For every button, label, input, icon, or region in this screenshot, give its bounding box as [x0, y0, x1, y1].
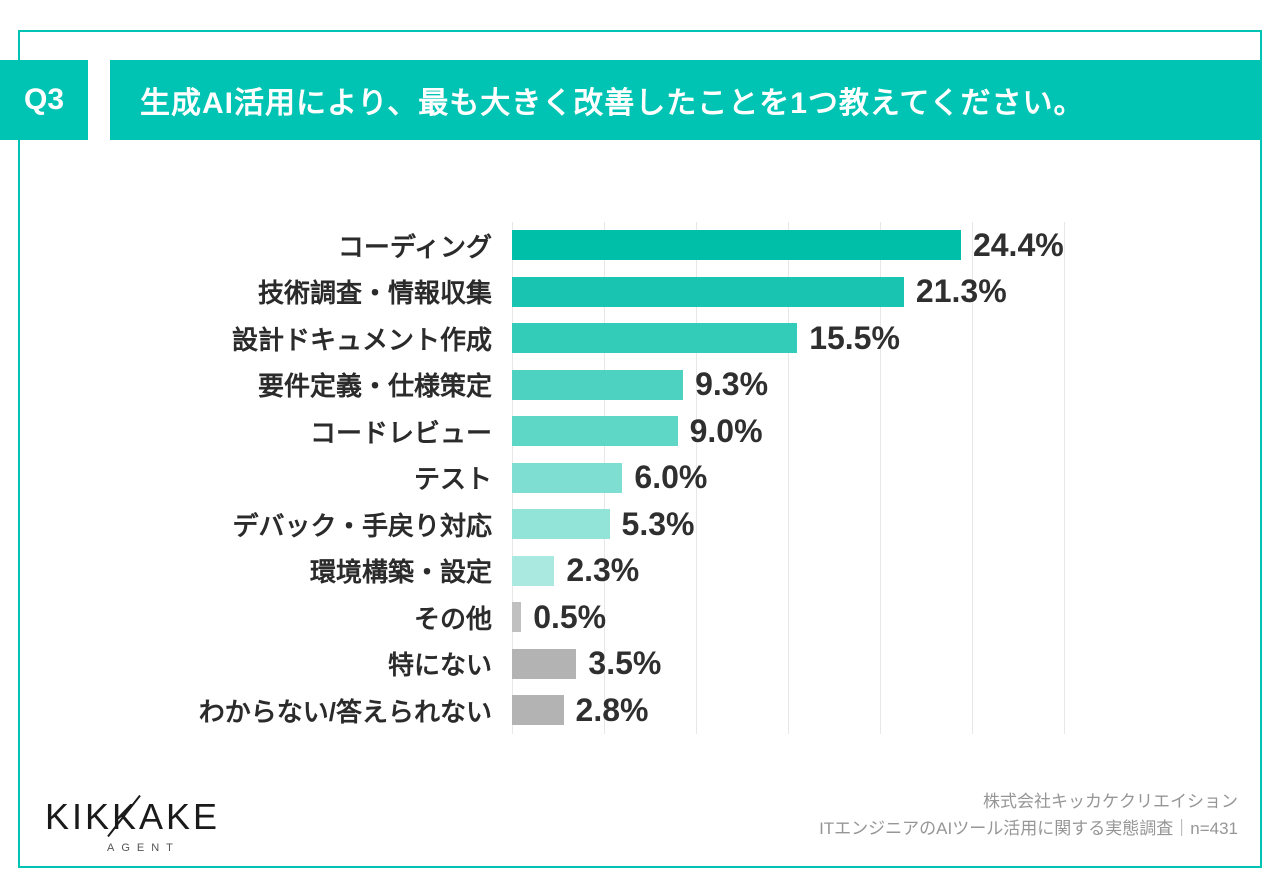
value-label: 6.0%: [634, 459, 708, 496]
chart-row: 環境構築・設定 2.3%: [0, 548, 1280, 595]
value-label: 21.3%: [915, 273, 1007, 310]
category-label: テスト: [413, 464, 492, 495]
bar: [512, 416, 678, 447]
value-label: 5.3%: [621, 505, 695, 542]
category-label: 環境構築・設定: [309, 557, 492, 588]
credit-survey-info: ITエンジニアのAIツール活用に関する実態調査｜n=431: [819, 819, 1238, 838]
question-title-bar: 生成AI活用により、最も大きく改善したことを1つ教えてください。: [110, 60, 1260, 140]
value-label: 9.3%: [695, 366, 769, 403]
category-label: コードレビュー: [309, 417, 492, 448]
question-title: 生成AI活用により、最も大きく改善したことを1つ教えてください。: [140, 87, 1085, 120]
chart-row: 設計ドキュメント作成 15.5%: [0, 315, 1280, 362]
value-label: 0.5%: [533, 598, 607, 635]
chart-row: 要件定義・仕様策定 9.3%: [0, 362, 1280, 409]
category-label: コーディング: [337, 231, 492, 262]
value-label: 2.8%: [575, 691, 649, 728]
value-label: 3.5%: [588, 645, 662, 682]
question-badge-label: Q3: [23, 83, 65, 116]
bar: [512, 323, 798, 354]
kikkake-logo: KIKKAKE AGENT: [45, 794, 245, 854]
category-label: わからない/答えられない: [198, 696, 492, 727]
value-label: 15.5%: [809, 319, 900, 356]
logo-subtext: AGENT: [107, 842, 180, 854]
category-label: 特にない: [387, 650, 492, 681]
chart-row: デバック・手戻り対応 5.3%: [0, 501, 1280, 548]
chart-row: 技術調査・情報収集 21.3%: [0, 269, 1280, 316]
category-label: 技術調査・情報収集: [257, 278, 492, 309]
category-label: 要件定義・仕様策定: [257, 371, 492, 402]
value-label: 24.4%: [972, 226, 1064, 263]
bar: [512, 555, 555, 586]
survey-credits: 株式会社キッカケクリエイション ITエンジニアのAIツール活用に関する実態調査｜…: [819, 788, 1238, 842]
category-label: デバック・手戻り対応: [232, 510, 492, 541]
category-label: その他: [413, 603, 492, 634]
bar: [512, 369, 684, 400]
category-label: 設計ドキュメント作成: [231, 324, 492, 355]
chart-row: わからない/答えられない 2.8%: [0, 687, 1280, 734]
value-label: 2.3%: [566, 552, 640, 589]
credit-company: 株式会社キッカケクリエイション: [983, 792, 1238, 811]
logo-wordmark: KIKKAKE: [45, 796, 221, 837]
bar: [512, 695, 564, 726]
bar: [512, 462, 623, 493]
chart-row: テスト 6.0%: [0, 455, 1280, 502]
chart-row: コーディング 24.4%: [0, 222, 1280, 269]
bar: [512, 276, 904, 307]
bar: [512, 602, 522, 633]
chart-rows: コーディング 24.4% 技術調査・情報収集 21.3% 設計ドキュメント作成 15.5%…: [0, 222, 1280, 734]
chart-row: コードレビュー 9.0%: [0, 408, 1280, 455]
chart-row: 特にない 3.5%: [0, 641, 1280, 688]
bar-chart: コーディング 24.4% 技術調査・情報収集 21.3% 設計ドキュメント作成 15.5%…: [0, 222, 1280, 734]
bar: [512, 509, 610, 540]
bar: [512, 230, 961, 261]
bar: [512, 648, 577, 679]
chart-row: その他 0.5%: [0, 594, 1280, 641]
value-label: 9.0%: [689, 412, 763, 449]
question-badge: Q3: [0, 60, 88, 140]
